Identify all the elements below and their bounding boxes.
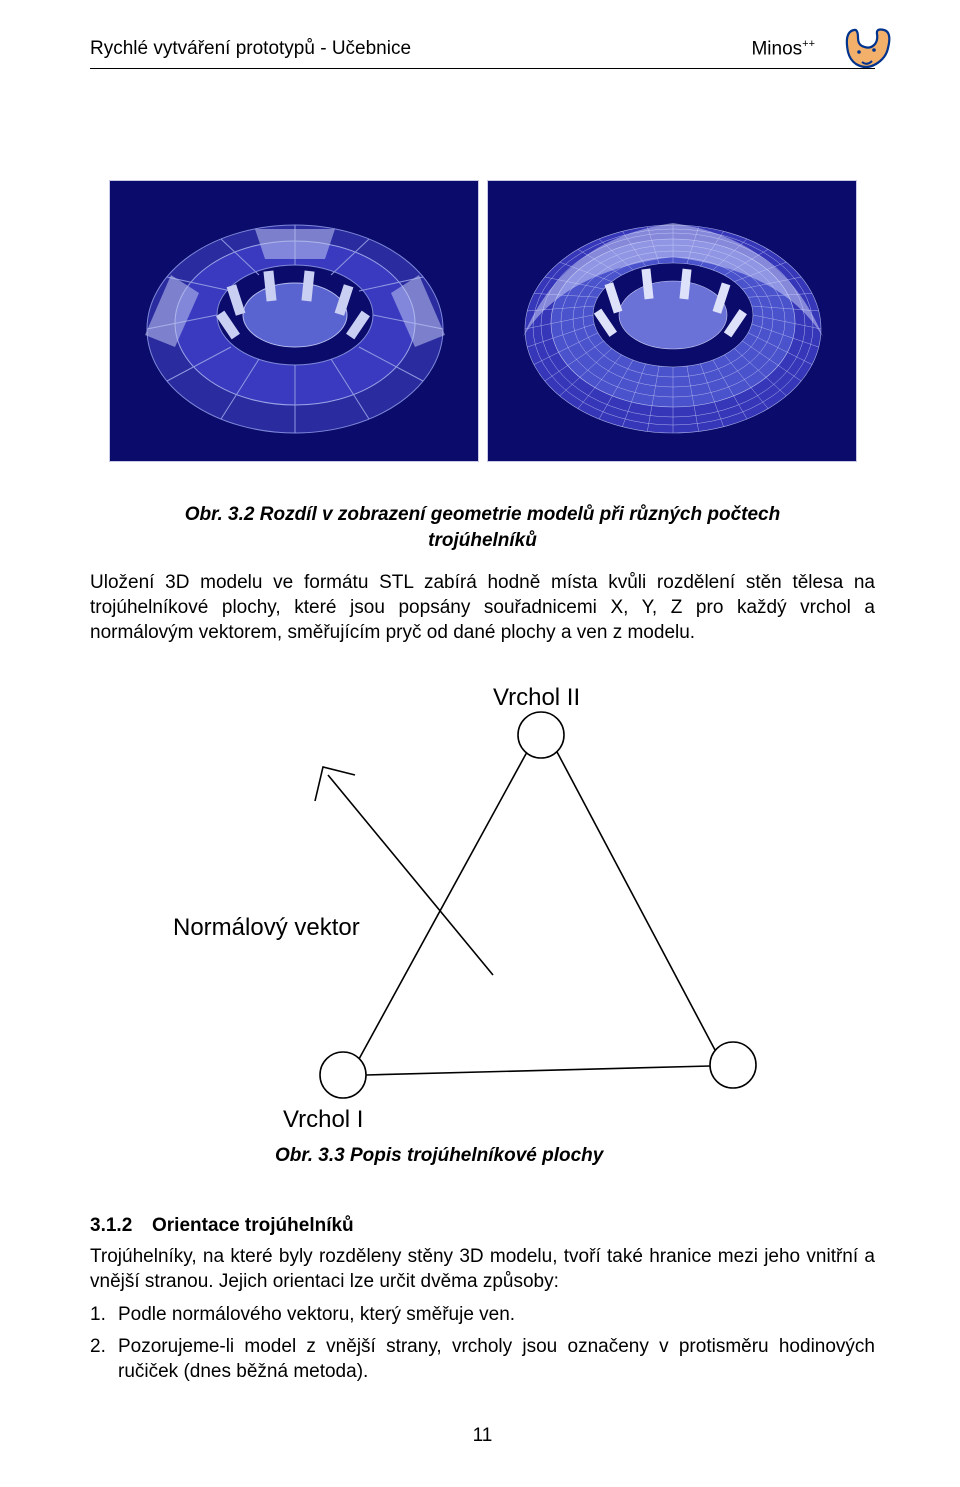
label-normal-vector: Normálový vektor bbox=[173, 914, 360, 941]
paragraph-stl-description: Uložení 3D modelu ve formátu STL zabírá … bbox=[90, 571, 875, 645]
section-3-1-2-heading: 3.1.2Orientace trojúhelníků bbox=[90, 1215, 875, 1237]
figure-3-2-caption: Obr. 3.2 Rozdíl v zobrazení geometrie mo… bbox=[90, 502, 875, 553]
figure-3-2 bbox=[90, 180, 875, 462]
header-right-base: Minos bbox=[751, 38, 802, 59]
list-item-text: Pozorujeme-li model z vnější strany, vrc… bbox=[118, 1335, 875, 1384]
page-header: Rychlé vytváření prototypů - Učebnice Mi… bbox=[90, 30, 875, 90]
list-item: 1. Podle normálového vektoru, který směř… bbox=[90, 1303, 875, 1328]
header-right-text: Minos++ bbox=[751, 38, 815, 60]
figure-3-3: Vrchol II Normálový vektor Vrchol I bbox=[163, 675, 803, 1135]
header-left-text: Rychlé vytváření prototypů - Učebnice bbox=[90, 38, 411, 60]
figure-3-2-panel-right bbox=[487, 180, 857, 462]
page-number: 11 bbox=[90, 1425, 875, 1447]
label-vertex-1: Vrchol I bbox=[283, 1106, 363, 1133]
section-title: Orientace trojúhelníků bbox=[152, 1215, 354, 1236]
figure-3-3-caption: Obr. 3.3 Popis trojúhelníkové plochy bbox=[90, 1145, 875, 1167]
section-3-1-2-intro: Trojúhelníky, na které byly rozděleny st… bbox=[90, 1245, 875, 1294]
list-item: 2. Pozorujeme-li model z vnější strany, … bbox=[90, 1335, 875, 1384]
header-right-sup: ++ bbox=[802, 38, 815, 50]
label-vertex-2: Vrchol II bbox=[493, 684, 580, 711]
list-item-number: 1. bbox=[90, 1303, 118, 1328]
header-divider bbox=[90, 68, 875, 69]
page: Rychlé vytváření prototypů - Učebnice Mi… bbox=[0, 0, 960, 1487]
figure-3-2-panel-left bbox=[109, 180, 479, 462]
section-number: 3.1.2 bbox=[90, 1215, 152, 1237]
list-item-number: 2. bbox=[90, 1335, 118, 1384]
list-item-text: Podle normálového vektoru, který směřuje… bbox=[118, 1303, 875, 1328]
